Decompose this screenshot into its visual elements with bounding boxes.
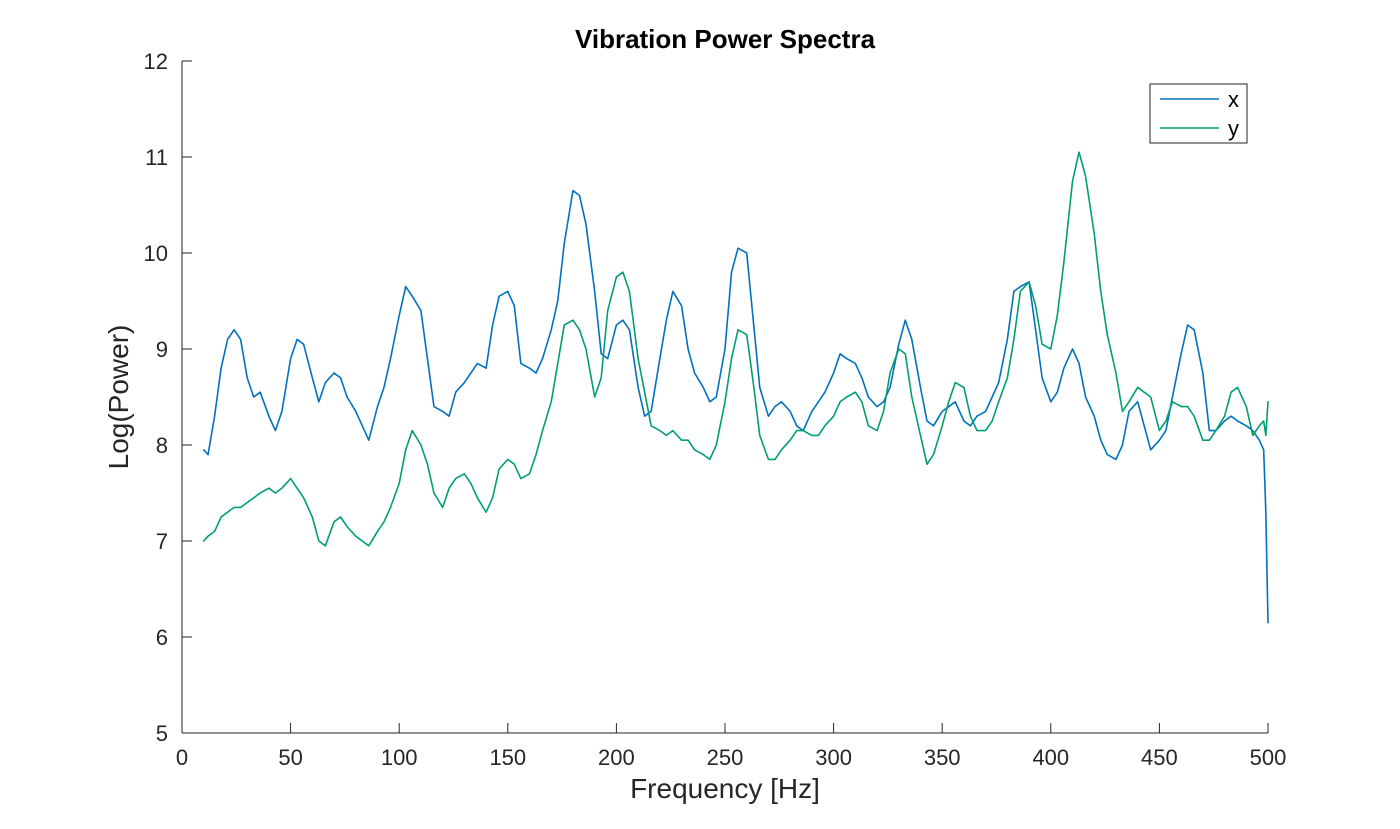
x-tick-label: 300 [815, 745, 852, 770]
y-tick-label: 10 [144, 241, 168, 266]
y-tick-label: 6 [156, 625, 168, 650]
legend-box [1149, 83, 1248, 144]
x-tick-label: 150 [489, 745, 526, 770]
legend-label-x: x [1228, 87, 1239, 112]
series-layer [202, 151, 1269, 624]
y-tick-label: 5 [156, 721, 168, 746]
legend: xy [1149, 83, 1248, 144]
y-tick-label: 9 [156, 337, 168, 362]
legend-label-y: y [1228, 116, 1239, 141]
x-tick-label: 450 [1141, 745, 1178, 770]
y-tick-label: 7 [156, 529, 168, 554]
series-line-y [202, 151, 1269, 547]
y-tick-label: 11 [145, 145, 168, 170]
y-tick-label: 12 [144, 49, 168, 74]
x-tick-label: 100 [381, 745, 418, 770]
x-axis-label: Frequency [Hz] [630, 773, 820, 804]
x-tick-label: 200 [598, 745, 635, 770]
x-tick-label: 500 [1250, 745, 1287, 770]
x-tick-label: 0 [176, 745, 188, 770]
series-line-x [202, 189, 1269, 624]
chart-title: Vibration Power Spectra [575, 24, 876, 54]
axes-layer: 0 50 100 150 200 250 300 350 400 450 500 5 6 7 8 9 10 11 1… [144, 49, 1287, 770]
x-tick-label: 250 [707, 745, 744, 770]
y-axis-label: Log(Power) [103, 325, 134, 470]
x-tick-label: 400 [1032, 745, 1069, 770]
x-tick-label: 350 [924, 745, 961, 770]
y-tick-label: 8 [156, 433, 168, 458]
x-tick-label: 50 [278, 745, 302, 770]
